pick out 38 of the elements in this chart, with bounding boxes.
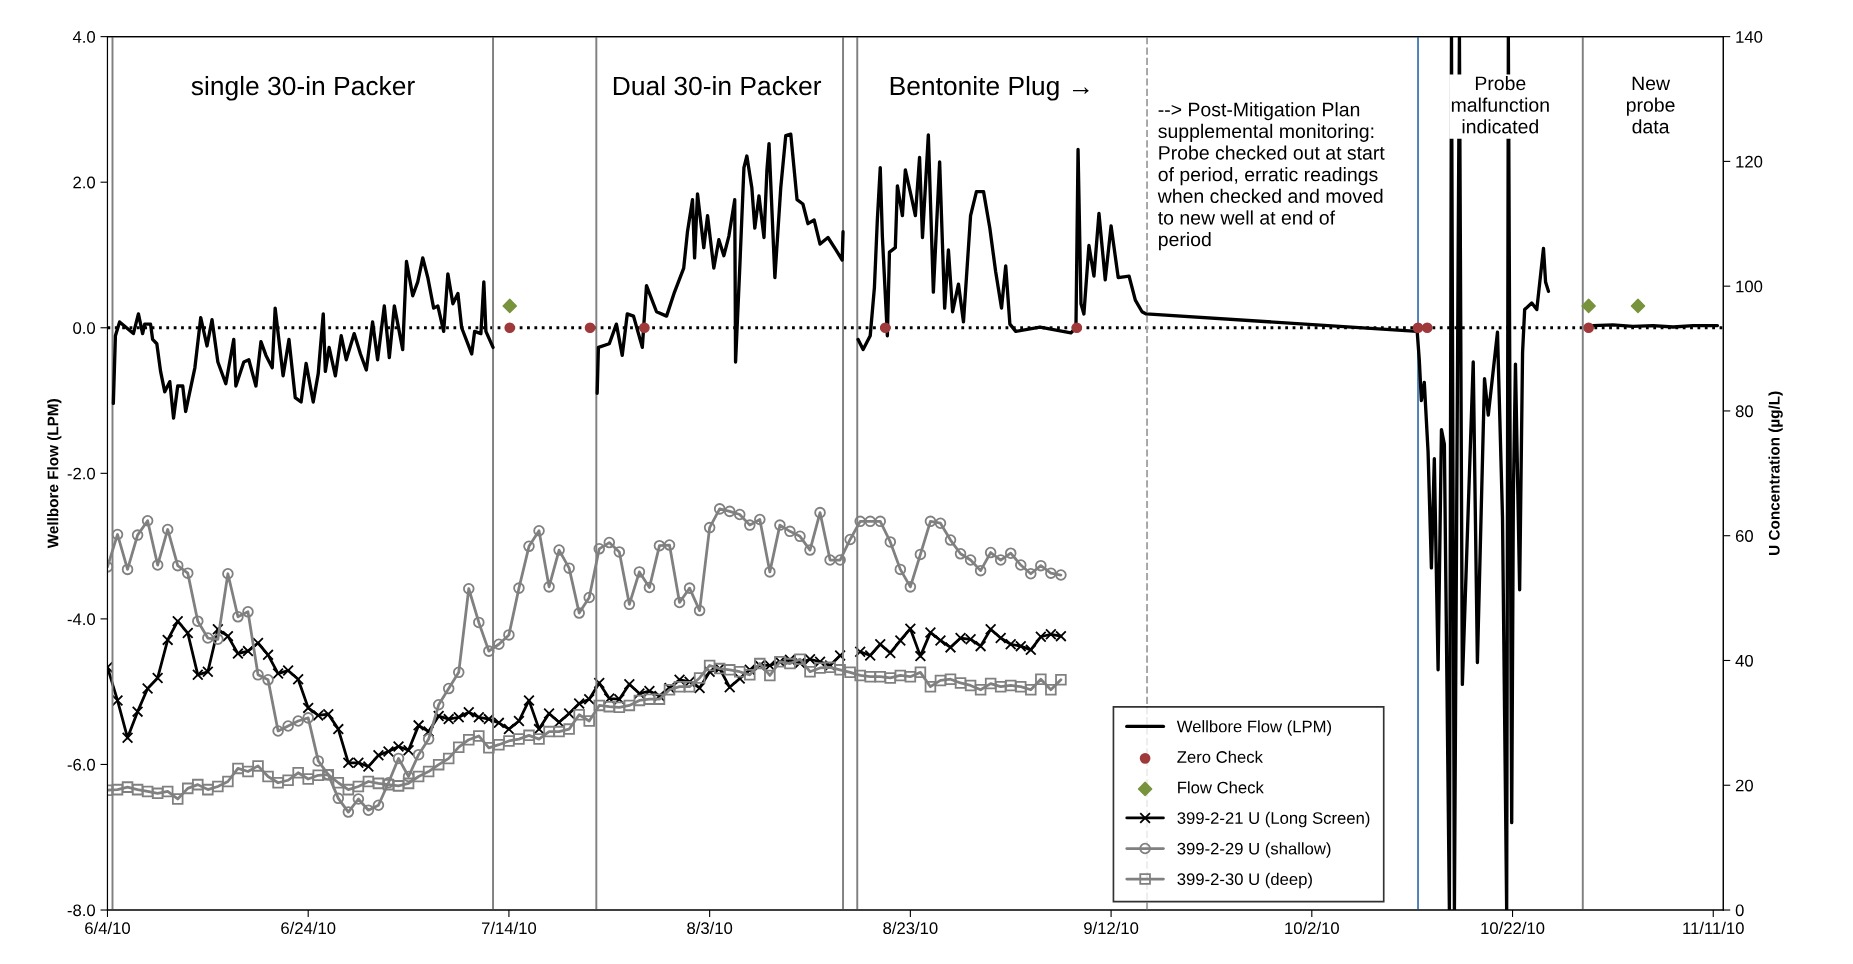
x-tick-label: 8/23/10: [883, 921, 938, 935]
y-tick-label: -2.0: [67, 467, 96, 480]
y2-tick-label: 20: [1735, 779, 1753, 792]
legend-label: 399-2-30 U (deep): [1177, 872, 1312, 889]
y-axis-title: Wellbore Flow (LPM): [47, 399, 62, 549]
annotation: Bentonite Plug →: [890, 75, 1089, 101]
x-tick-label: 6/4/10: [85, 921, 130, 935]
x-tick-label: 10/2/10: [1285, 921, 1339, 935]
y2-tick-label: 0: [1735, 904, 1744, 917]
x-tick-label: 11/11/10: [1683, 921, 1744, 935]
legend-label: Zero Check: [1177, 750, 1263, 763]
y-tick-label: 2.0: [73, 176, 96, 189]
annotation: single 30-in Packer: [191, 75, 415, 101]
y-tick-label: -8.0: [67, 904, 96, 917]
annotation: Dual 30-in Packer: [613, 75, 822, 96]
y2-axis-title: U Concentration (µg/L): [1768, 391, 1783, 555]
x-tick-label: 10/22/10: [1481, 921, 1545, 935]
x-tick-label: 8/3/10: [687, 921, 733, 935]
y2-tick-label: 60: [1735, 530, 1753, 542]
y-tick-label: -4.0: [67, 613, 96, 626]
legend-label: Wellbore Flow (LPM): [1176, 720, 1332, 736]
y-tick-label: -6.0: [67, 758, 96, 771]
y-tick-label: 0.0: [73, 322, 96, 334]
y2-tick-label: 140: [1736, 31, 1763, 43]
legend-label: 399-2-21 U (Long Screen): [1177, 811, 1370, 828]
legend-label: Flow Check: [1178, 781, 1264, 794]
x-tick-label: 9/12/10: [1084, 921, 1139, 935]
y-tick-label: 4.0: [72, 31, 96, 43]
annotation: New probe data: [1626, 76, 1675, 134]
annotation: --> Post-Mitigation Plan supplemental monitoring: Probe checked out at start of period, erratic readings when checked and moved to new well at end of period: [1157, 102, 1385, 251]
x-tick-label: 7/14/10: [481, 921, 537, 935]
y2-tick-label: 40: [1735, 654, 1753, 667]
y2-tick-label: 80: [1735, 405, 1753, 418]
legend-label: 399-2-29 U (shallow): [1177, 842, 1331, 858]
y2-tick-label: 100: [1736, 280, 1763, 293]
x-tick-label: 6/24/10: [281, 921, 336, 935]
y2-tick-label: 120: [1736, 155, 1763, 168]
annotation: Probe malfunction indicated: [1451, 75, 1549, 134]
